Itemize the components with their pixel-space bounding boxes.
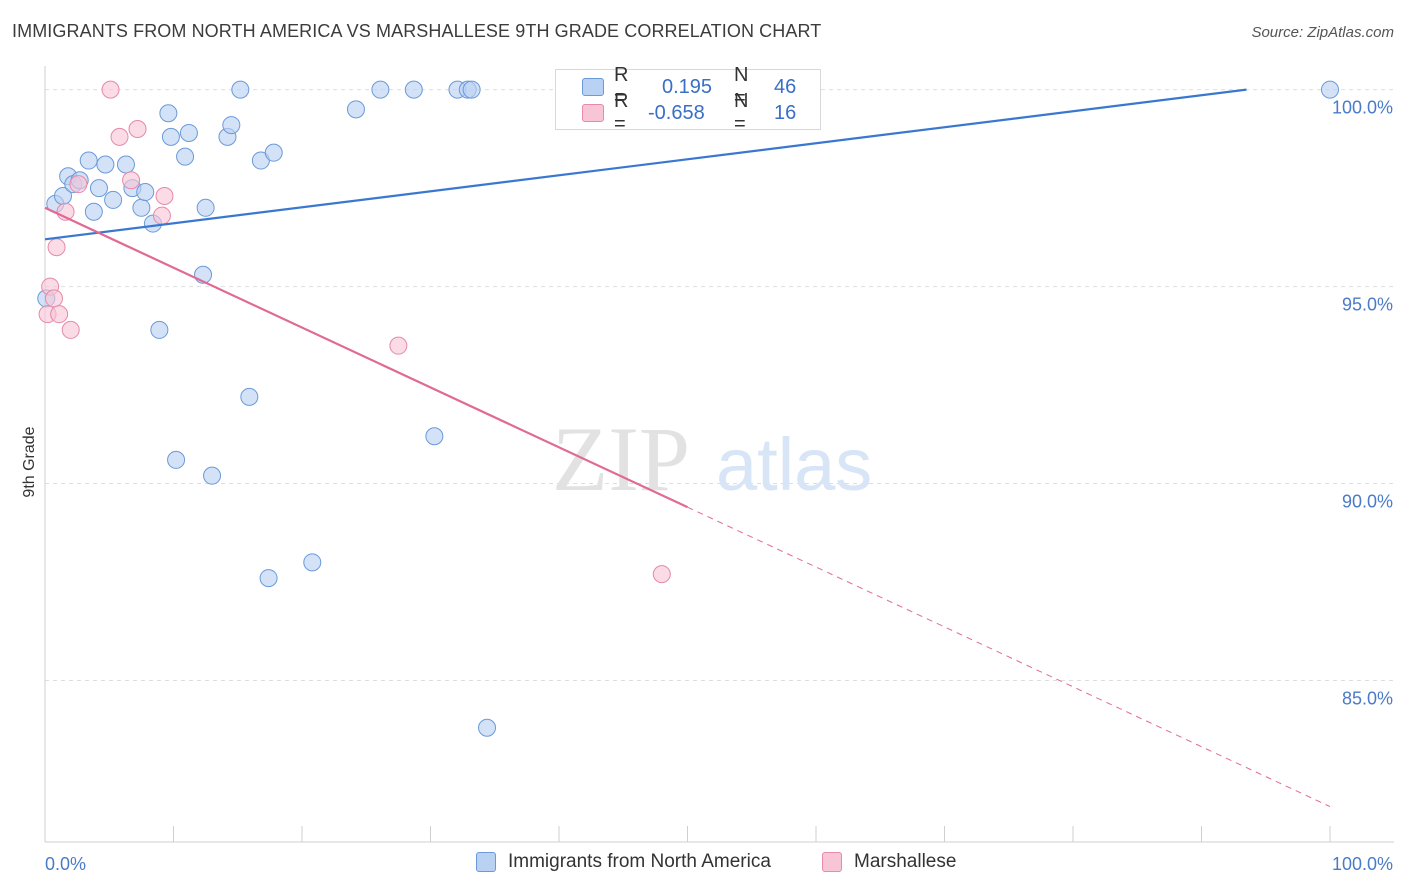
watermark-zip: ZIP [552, 408, 690, 510]
point-marshallese [47, 238, 66, 257]
point-marshallese [155, 186, 174, 205]
point-marshallese [101, 80, 120, 99]
watermark: ZIP atlas [552, 408, 872, 510]
r-label: R = [614, 90, 629, 135]
point-north-america [259, 569, 278, 588]
y-tick-label: 90.0% [1342, 492, 1393, 512]
trend-line-north-america [44, 88, 1247, 241]
point-north-america [462, 80, 481, 99]
point-north-america [79, 151, 98, 170]
point-north-america [346, 100, 365, 119]
point-marshallese [152, 206, 171, 225]
point-marshallese [50, 305, 69, 324]
point-north-america [167, 450, 186, 469]
point-north-america [231, 80, 250, 99]
r-label: R = [614, 64, 629, 109]
n-value-pink: 16 [774, 101, 797, 124]
point-north-america [159, 104, 178, 123]
x-tick-label-min: 0.0% [45, 854, 86, 874]
legend-item-north-america[interactable]: Immigrants from North America [476, 851, 771, 873]
point-north-america [478, 718, 497, 737]
n-label: N = [734, 64, 749, 109]
y-tick-label: 100.0% [1332, 98, 1393, 118]
stats-swatch-blue [582, 78, 604, 96]
point-north-america [371, 80, 390, 99]
point-north-america [136, 183, 155, 202]
point-marshallese [652, 565, 671, 584]
n-label: N = [734, 90, 749, 135]
point-north-america [222, 116, 241, 135]
trend-line-marshallese-extension [687, 506, 1331, 808]
point-north-america [89, 179, 108, 198]
r-value-pink: -0.658 [648, 101, 705, 124]
stats-swatch-pink [582, 104, 604, 122]
legend-label-marshallese: Marshallese [854, 851, 957, 872]
point-north-america [161, 127, 180, 146]
x-tick-label-max: 100.0% [1332, 854, 1393, 874]
point-north-america [425, 427, 444, 446]
point-marshallese [128, 120, 147, 139]
legend-swatch-pink [822, 852, 842, 872]
point-north-america [104, 190, 123, 209]
point-north-america [150, 320, 169, 339]
point-marshallese [61, 320, 80, 339]
point-north-america [303, 553, 322, 572]
point-north-america [176, 147, 195, 166]
y-tick-label: 85.0% [1342, 688, 1393, 708]
legend-item-marshallese[interactable]: Marshallese [822, 851, 956, 873]
point-north-america [240, 387, 259, 406]
y-tick-label: 95.0% [1342, 295, 1393, 315]
point-north-america [1321, 80, 1339, 99]
point-north-america [179, 123, 198, 142]
point-marshallese [389, 336, 408, 355]
axis-layer: 85.0% 90.0% 95.0% 100.0% 0.0% 100.0% [44, 66, 1394, 874]
point-north-america [203, 466, 222, 485]
point-marshallese [122, 171, 141, 190]
point-north-america [96, 155, 115, 174]
watermark-atlas: atlas [716, 423, 872, 506]
trend-line-marshallese [44, 206, 688, 509]
point-north-america [84, 202, 103, 221]
chart-title: IMMIGRANTS FROM NORTH AMERICA VS MARSHAL… [12, 21, 822, 41]
point-marshallese [69, 175, 88, 194]
points-layer [37, 80, 1339, 737]
legend-swatch-blue [476, 852, 496, 872]
point-marshallese [44, 289, 63, 308]
r-value-blue: 0.195 [662, 75, 713, 98]
point-north-america [264, 143, 283, 162]
trend-layer [44, 88, 1331, 808]
point-marshallese [110, 127, 129, 146]
point-north-america [404, 80, 423, 99]
grid-layer [45, 89, 1394, 681]
point-north-america [196, 198, 215, 217]
point-north-america [132, 198, 151, 217]
stats-box: R = 0.195 N = 46 R = -0.658 N = 16 [555, 64, 821, 135]
point-north-america [116, 155, 135, 174]
legend-label-north-america: Immigrants from North America [508, 851, 771, 872]
n-value-blue: 46 [774, 75, 797, 98]
source-label: Source: ZipAtlas.com [1251, 24, 1394, 41]
y-axis-label: 9th Grade [21, 426, 38, 497]
